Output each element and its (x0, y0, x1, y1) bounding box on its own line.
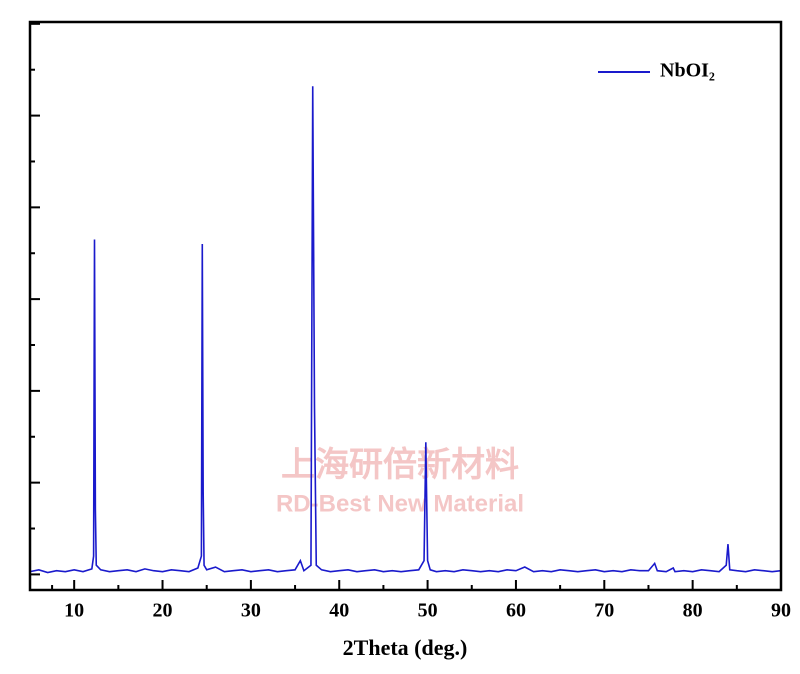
x-tick-label: 50 (418, 600, 438, 622)
x-tick-label: 90 (771, 600, 791, 622)
watermark: RD-Best New Material (276, 490, 524, 517)
x-tick-label: 30 (241, 600, 261, 622)
x-tick-label: 60 (506, 600, 526, 622)
plot-frame (28, 20, 783, 592)
legend-label: NbOI₂ (660, 60, 715, 82)
x-axis-label: 2Theta (deg.) (343, 635, 468, 660)
data-line (29, 86, 782, 574)
x-tick-label: 10 (64, 600, 84, 622)
x-tick-label: 80 (683, 600, 703, 622)
x-tick-label: 40 (329, 600, 349, 622)
watermark: 上海研倍新材料 (281, 446, 519, 484)
x-tick-label: 20 (153, 600, 173, 622)
x-tick-label: 70 (594, 600, 614, 622)
